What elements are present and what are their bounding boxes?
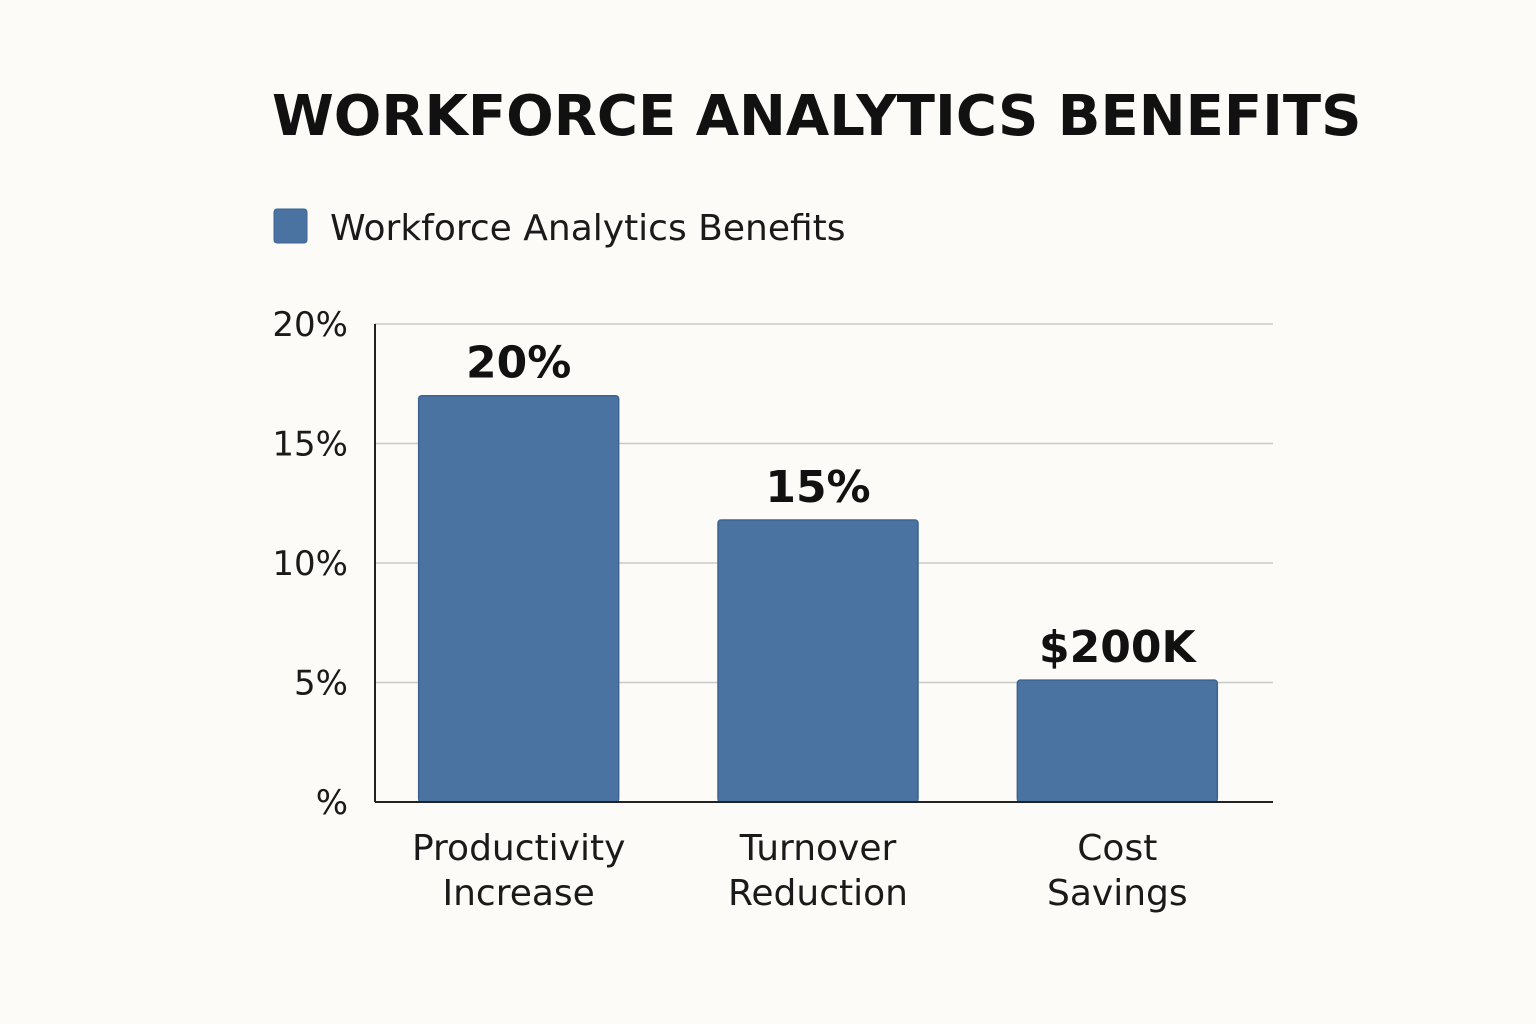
bar [717,519,919,803]
bar-data-label: 20% [466,338,571,389]
legend: Workforce Analytics Benefits [273,208,846,249]
y-tick-label: % [316,783,348,823]
legend-label: Workforce Analytics Benefits [330,208,846,249]
chart-title: WORKFORCE ANALYTICS BENEFITS [272,84,1361,149]
y-tick-label: 15% [272,425,348,465]
bar [417,394,620,803]
bars [417,394,1219,803]
bar-data-label: 15% [765,462,870,513]
bar-data-label: $200K [1039,622,1197,673]
y-axis-ticks: % 5% 10% 15% 20% [272,305,348,823]
y-tick-label: 20% [272,305,348,345]
category-label: Reduction [728,873,908,914]
category-label: Productivity [412,828,625,869]
category-label: Savings [1047,873,1188,914]
category-label: Cost [1077,828,1157,869]
y-tick-label: 10% [272,544,348,584]
legend-swatch [273,208,308,244]
category-label: Increase [442,873,594,914]
category-label: Turnover [739,828,897,869]
data-labels: 20% 15% $200K [466,338,1198,673]
y-tick-label: 5% [294,664,348,704]
bar [1016,679,1219,803]
